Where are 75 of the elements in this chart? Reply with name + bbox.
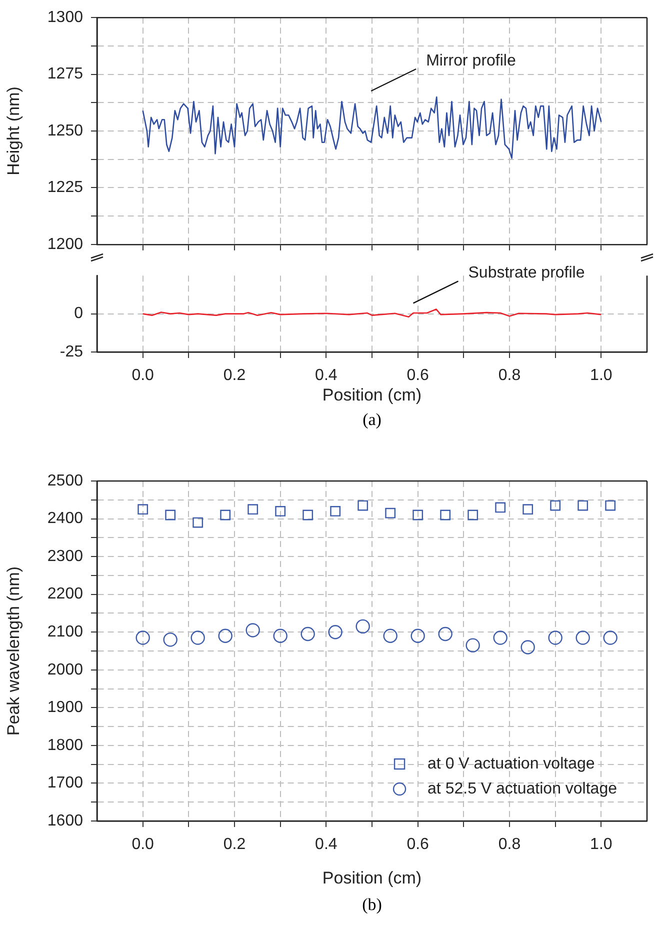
point	[603, 630, 618, 645]
y-tick-label: -25	[60, 343, 84, 360]
y-axis-title: Peak wavelength (nm)	[4, 566, 23, 736]
point	[578, 500, 588, 511]
point	[605, 500, 616, 511]
x-tick-label: 0.6	[406, 367, 430, 384]
series-label: Substrate profile	[468, 264, 585, 282]
y-tick-label: 1200	[47, 236, 84, 253]
y-tick-label: 1275	[47, 66, 84, 83]
point	[356, 619, 370, 634]
point	[165, 510, 176, 520]
point	[385, 508, 396, 518]
point	[218, 628, 232, 643]
point	[136, 630, 150, 645]
y-tick-label: 1900	[47, 699, 84, 716]
legend-label: at 52.5 V actuation voltage	[428, 780, 618, 798]
x-tick-label: 0.0	[132, 367, 154, 384]
x-tick-label: 0.0	[132, 836, 154, 854]
point	[358, 500, 368, 511]
point	[138, 504, 148, 515]
y-tick-label: 1800	[47, 736, 84, 754]
x-tick-label: 0.2	[223, 836, 246, 854]
point	[328, 625, 342, 640]
point	[550, 500, 561, 511]
point	[220, 510, 231, 520]
point	[410, 628, 425, 643]
legend-label: at 0 V actuation voltage	[428, 755, 595, 772]
point	[190, 630, 205, 645]
y-tick-label: 2500	[47, 472, 84, 490]
point	[163, 632, 178, 647]
y-tick-label: 1250	[47, 122, 84, 140]
point	[548, 630, 562, 645]
point	[248, 504, 258, 515]
x-tick-label: 1.0	[590, 367, 612, 384]
point	[520, 640, 535, 654]
point	[438, 626, 452, 642]
x-tick-label: 0.2	[223, 367, 246, 384]
x-tick-label: 1.0	[590, 836, 612, 854]
point	[468, 510, 478, 520]
point	[383, 628, 398, 643]
y-tick-label: 1700	[47, 774, 84, 792]
text: (a)	[362, 410, 382, 430]
y-tick-label: 2200	[47, 586, 84, 603]
point	[273, 628, 288, 643]
point	[466, 638, 480, 652]
point	[302, 510, 314, 520]
series-label: Mirror profile	[426, 52, 516, 70]
y-axis-title: Height (nm)	[4, 86, 23, 176]
point	[192, 517, 204, 528]
point	[440, 510, 451, 520]
y-tick-label: 2400	[47, 510, 84, 528]
x-tick-label: 0.6	[406, 836, 430, 854]
y-tick-label: 2100	[47, 624, 84, 641]
point	[246, 623, 260, 638]
y-tick-label: 2300	[47, 548, 84, 565]
x-tick-label: 0.4	[315, 836, 338, 854]
y-tick-label: 1300	[47, 9, 84, 26]
text: (b)	[361, 895, 383, 915]
y-tick-label: 1225	[47, 179, 84, 196]
point	[275, 506, 286, 516]
x-tick-label: 0.4	[315, 367, 338, 384]
point	[522, 504, 534, 515]
point	[493, 630, 508, 645]
x-axis-title: Position (cm)	[322, 385, 422, 404]
y-tick-label: 2000	[47, 661, 84, 678]
x-tick-label: 0.8	[498, 367, 521, 384]
x-axis-title: Position (cm)	[322, 868, 422, 888]
point	[412, 510, 424, 520]
point	[300, 626, 315, 642]
point	[330, 506, 341, 516]
y-tick-label: 0	[74, 305, 84, 322]
x-tick-label: 0.8	[498, 836, 521, 854]
point	[495, 502, 506, 513]
point	[576, 630, 590, 645]
y-tick-label: 1600	[47, 812, 84, 830]
